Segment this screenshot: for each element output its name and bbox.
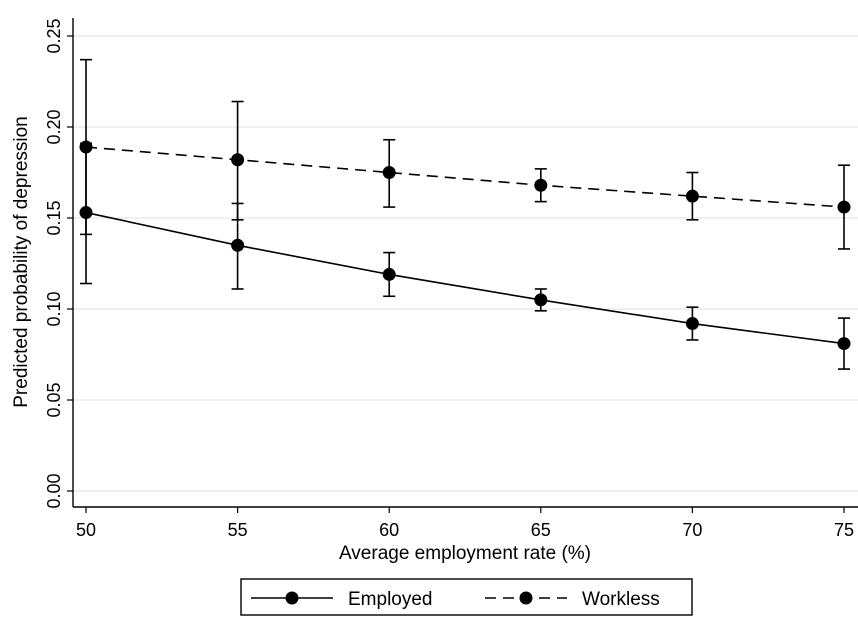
workless-data-point (534, 178, 548, 192)
y-tick-label: 0.20 (44, 109, 64, 144)
gridlines (73, 35, 858, 492)
y-tick-label: 0.00 (44, 473, 64, 508)
employed-data-point (231, 238, 245, 252)
x-tick-label: 55 (228, 520, 248, 540)
legend-workless-marker (519, 591, 533, 605)
legend-employed-marker (285, 591, 299, 605)
y-axis-title: Predicted probability of depression (11, 116, 32, 408)
legend-employed-label: Employed (348, 589, 433, 610)
legend-box (240, 578, 693, 616)
employed-data-point (534, 293, 548, 307)
y-tick-label: 0.05 (44, 382, 64, 417)
workless-series-line (85, 146, 845, 208)
workless-data-point (231, 153, 245, 167)
workless-data-point (837, 200, 851, 214)
y-tick-label: 0.10 (44, 291, 64, 326)
employed-data-point (382, 267, 396, 281)
employed-series-line (85, 211, 845, 345)
y-tick-label: 0.25 (44, 18, 64, 53)
x-axis-title: Average employment rate (%) (339, 543, 591, 564)
x-tick-label: 75 (834, 520, 854, 540)
employed-data-point (837, 337, 851, 351)
series-group (79, 58, 851, 370)
tick-labels: 0.00 0.05 0.10 0.15 0.20 0.25 50 55 60 65 70 75 (44, 18, 854, 540)
y-tick-label: 0.15 (44, 200, 64, 235)
legend: Employed Workless (240, 578, 693, 616)
x-tick-label: 65 (531, 520, 551, 540)
x-tick-label: 70 (682, 520, 702, 540)
workless-data-point (382, 166, 396, 179)
x-tick-label: 50 (76, 520, 96, 540)
legend-workless-label: Workless (582, 589, 660, 610)
employed-data-point (685, 317, 699, 331)
x-tick-label: 60 (379, 520, 399, 540)
workless-data-point (685, 189, 699, 203)
workless-data-point (79, 140, 93, 154)
axes (67, 18, 858, 513)
